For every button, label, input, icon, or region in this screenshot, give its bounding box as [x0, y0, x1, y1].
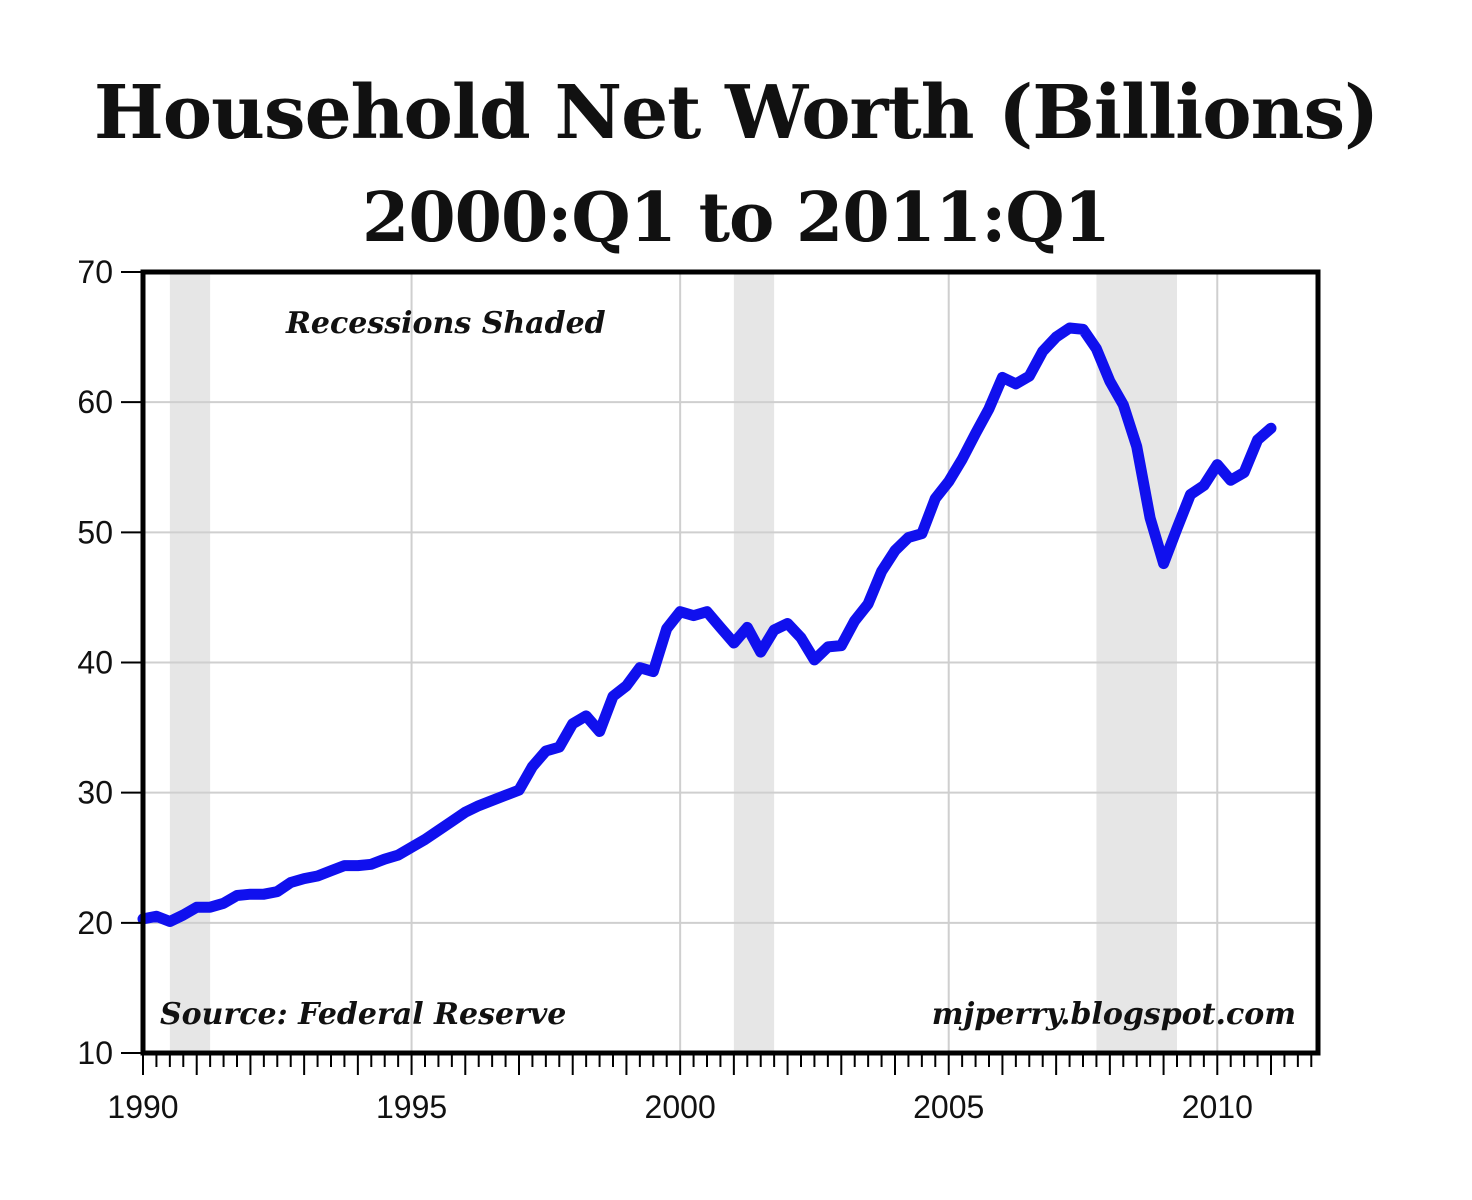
x-tick-label: 1990 [107, 1089, 178, 1125]
y-tick-label: 40 [77, 645, 113, 681]
chart-subtitle: 2000:Q1 to 2011:Q1 [362, 178, 1111, 258]
y-tick-label: 10 [77, 1035, 113, 1071]
x-tick-label: 2000 [645, 1089, 716, 1125]
grid-lines [143, 272, 1318, 1053]
y-tick-label: 70 [77, 254, 113, 290]
credit-note: mjperry.blogspot.com [932, 997, 1296, 1032]
y-tick-label: 30 [77, 775, 113, 811]
y-tick-label: 50 [77, 514, 113, 550]
source-note: Source: Federal Reserve [160, 997, 566, 1032]
y-tick-label: 60 [77, 384, 113, 420]
recessions-note: Recessions Shaded [285, 306, 606, 341]
axes: 10 20 30 40 50 60 70 1990 1995 2000 2005 2010 [77, 254, 1313, 1125]
net-worth-series-line [137, 322, 1277, 927]
x-tick-label: 2010 [1182, 1089, 1253, 1125]
series-layer [137, 322, 1277, 927]
y-tick-label: 20 [77, 905, 113, 941]
x-tick-label: 2005 [913, 1089, 984, 1125]
x-tick-label: 1995 [376, 1089, 447, 1125]
chart-title: Household Net Worth (Billions) [93, 70, 1379, 156]
